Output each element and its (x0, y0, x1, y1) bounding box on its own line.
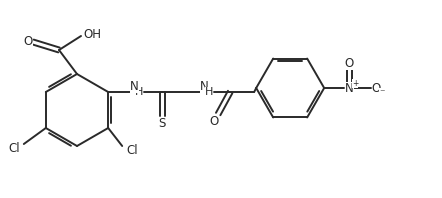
Text: +: + (352, 78, 358, 88)
Text: O: O (345, 56, 354, 69)
Text: OH: OH (83, 28, 101, 41)
Text: O: O (210, 114, 219, 128)
Text: N: N (200, 80, 209, 92)
Text: Cl: Cl (126, 145, 138, 157)
Text: O: O (23, 34, 33, 48)
Text: H: H (135, 87, 143, 97)
Text: O: O (372, 82, 381, 94)
Text: S: S (159, 116, 166, 129)
Text: N: N (345, 82, 354, 94)
Text: ⁻: ⁻ (379, 88, 385, 98)
Text: Cl: Cl (8, 143, 19, 155)
Text: H: H (205, 87, 213, 97)
Text: N: N (130, 80, 138, 92)
